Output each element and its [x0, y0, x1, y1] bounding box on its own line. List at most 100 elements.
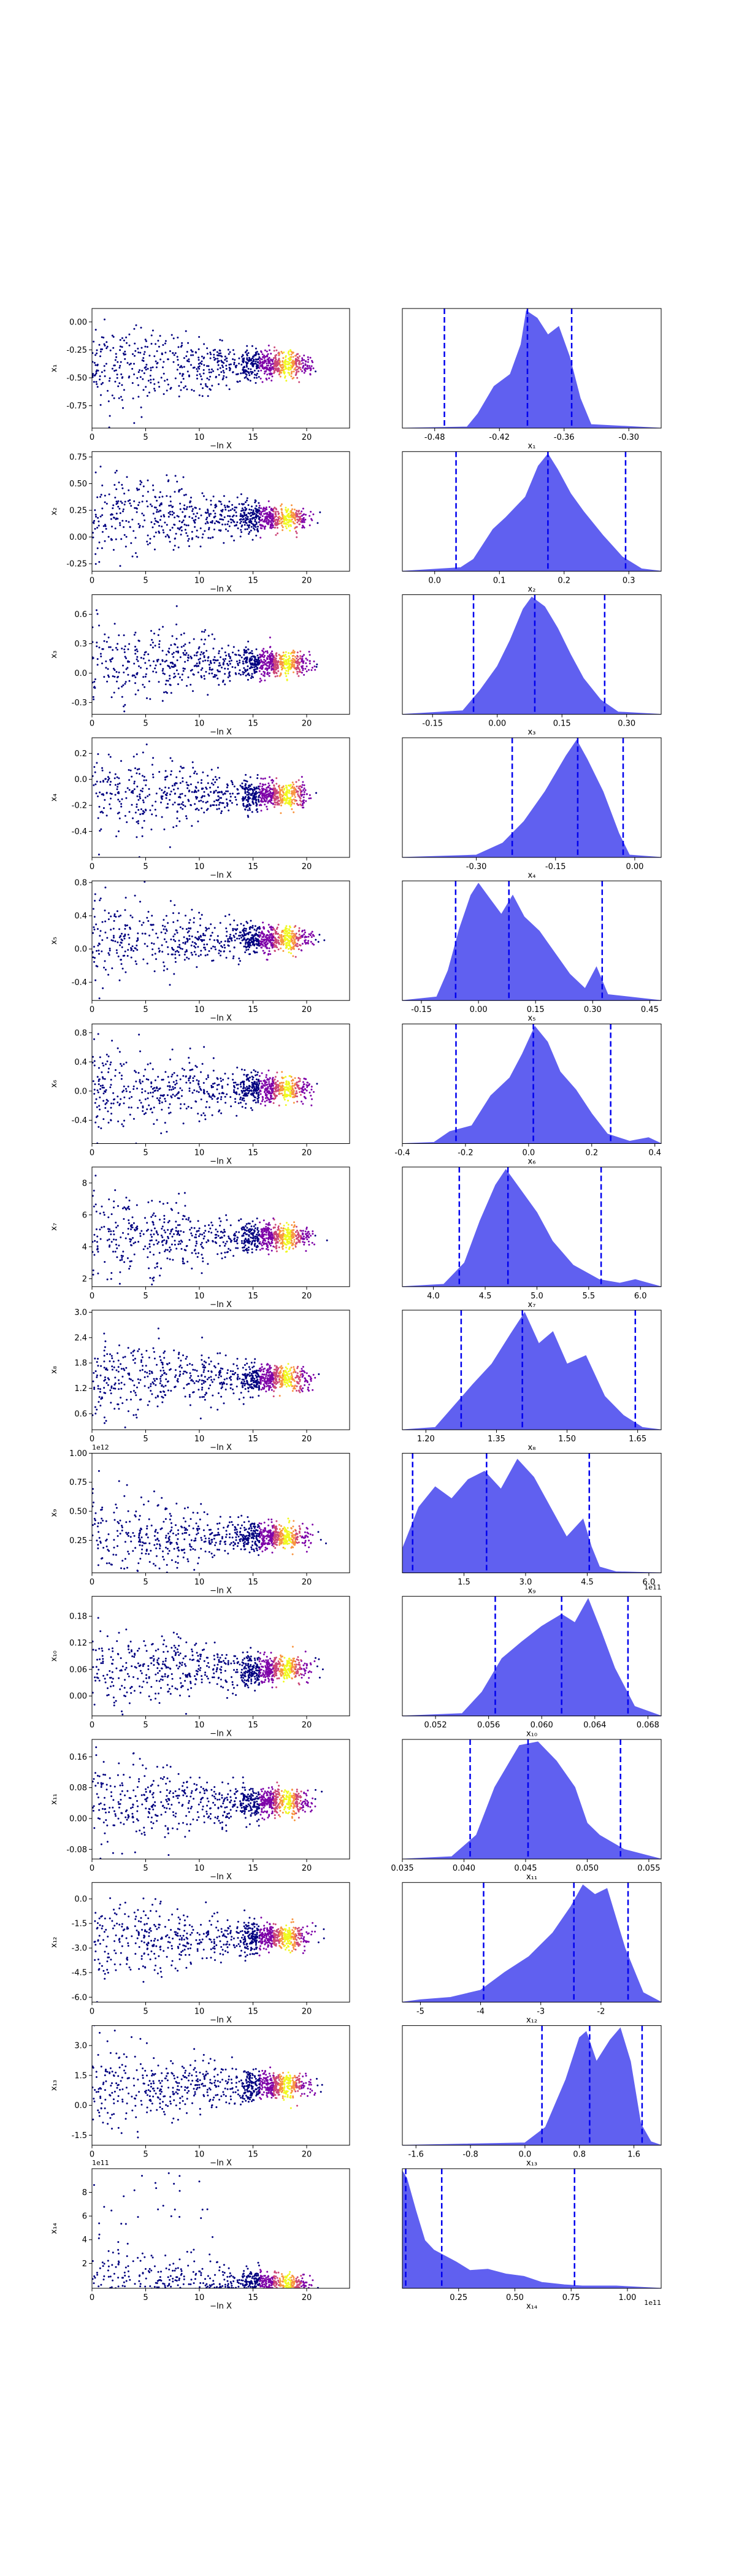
trace-point [158, 345, 160, 348]
trace-point [119, 512, 121, 515]
trace-point [206, 365, 208, 367]
x-tick-label: 15 [248, 1005, 258, 1014]
trace-point [93, 340, 95, 343]
trace-point [264, 527, 266, 530]
trace-point [237, 662, 239, 665]
trace-point [251, 371, 253, 374]
trace-point [137, 347, 139, 350]
trace-point [139, 480, 142, 482]
trace-point [234, 1081, 237, 1084]
trace-point [93, 374, 96, 377]
trace-point [253, 666, 256, 669]
trace-point [301, 791, 303, 793]
trace-point [234, 672, 237, 674]
trace-point [254, 518, 256, 521]
trace-point [115, 835, 118, 838]
y-tick-label: 0.00 [69, 318, 87, 327]
trace-point [312, 361, 314, 364]
trace-point [248, 953, 250, 956]
trace-point [243, 377, 246, 379]
trace-point [275, 789, 277, 792]
trace-point [264, 349, 266, 351]
trace-point [283, 936, 286, 938]
trace-point [109, 949, 111, 952]
trace-point [140, 657, 142, 659]
trace-point [185, 815, 187, 818]
trace-point [261, 515, 264, 517]
trace-point [133, 500, 136, 502]
trace-point [137, 932, 139, 935]
trace-point [276, 803, 278, 806]
trace-point [224, 806, 226, 808]
trace-point [160, 795, 163, 797]
trace-point [144, 339, 147, 341]
trace-point [196, 377, 198, 380]
trace-point [287, 672, 289, 675]
trace-point [95, 609, 98, 611]
trace-point [221, 364, 223, 367]
trace-point [118, 634, 120, 637]
trace-point [270, 521, 272, 523]
trace-point [186, 359, 188, 362]
trace-point [256, 792, 259, 794]
trace-point [294, 796, 296, 798]
trace-point [243, 357, 245, 359]
trace-point [135, 1071, 137, 1073]
trace-point [265, 506, 267, 508]
trace-point [237, 963, 240, 965]
trace-point [191, 825, 193, 827]
trace-point [136, 836, 138, 838]
trace-point [137, 523, 140, 525]
trace-point [200, 675, 202, 677]
trace-point [285, 527, 288, 529]
trace-point [250, 656, 253, 658]
trace-point [196, 662, 198, 665]
trace-point [255, 360, 257, 362]
trace-point [136, 656, 139, 658]
trace-point [191, 531, 193, 533]
trace-point [234, 506, 236, 508]
trace-point [247, 516, 249, 518]
trace-point [205, 499, 208, 500]
trace-point [94, 783, 97, 786]
trace-point [256, 654, 259, 657]
trace-point [240, 1102, 242, 1104]
trace-point [119, 339, 121, 341]
trace-point [245, 927, 247, 930]
trace-point [188, 516, 191, 518]
trace-point [253, 513, 255, 515]
trace-point [266, 959, 268, 961]
trace-point [124, 950, 126, 953]
trace-point [150, 343, 153, 345]
trace-point [147, 911, 150, 913]
trace-point [123, 389, 125, 391]
trace-point [192, 767, 194, 769]
trace-point [242, 673, 244, 675]
trace-point [231, 792, 234, 795]
trace-point [199, 527, 202, 529]
trace-point [118, 481, 120, 484]
trace-point [196, 512, 198, 515]
trace-point [195, 796, 197, 799]
trace-point [266, 650, 269, 653]
trace-point [157, 381, 159, 383]
trace-point [295, 781, 297, 783]
trace-point [238, 672, 240, 675]
trace-point [278, 523, 281, 524]
trace-point [157, 634, 159, 636]
trace-point [242, 786, 244, 788]
y-tick-label: 0.0 [74, 669, 87, 678]
trace-point [196, 937, 198, 940]
trace-point [255, 792, 257, 795]
trace-point [127, 933, 129, 936]
trace-point [155, 366, 158, 369]
trace-point [254, 501, 256, 504]
trace-point [280, 511, 283, 513]
trace-point [269, 349, 270, 351]
trace-point [291, 504, 293, 507]
trace-point [152, 924, 155, 926]
trace-point [258, 509, 260, 512]
trace-point [264, 518, 266, 521]
trace-point [235, 511, 237, 513]
trace-point [261, 664, 263, 667]
